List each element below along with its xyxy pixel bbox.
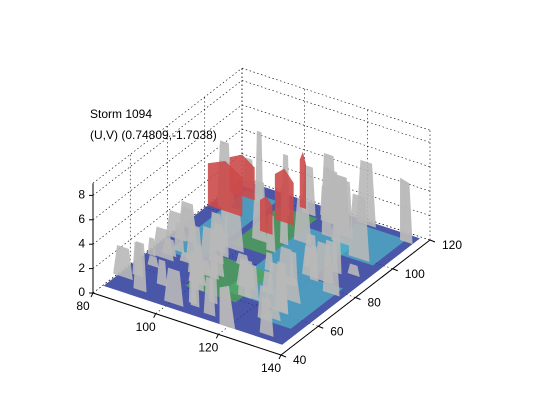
grid-line <box>92 80 243 196</box>
gray-peak <box>236 258 256 292</box>
z-tick-label: 6 <box>78 212 85 226</box>
gray-peak <box>188 250 197 305</box>
storm-surface <box>103 130 421 345</box>
z-tick-label: 8 <box>78 188 85 202</box>
gray-peak <box>179 206 197 231</box>
x-tick-label: 140 <box>261 361 281 375</box>
z-tick-label: 4 <box>78 236 85 250</box>
gray-peak <box>208 257 218 305</box>
gray-peak <box>259 296 274 337</box>
gray-peak <box>164 267 184 307</box>
x-tick <box>278 354 282 360</box>
chart-subtitle: (U,V) (0.74809,-1.7038) <box>90 128 217 142</box>
gray-peak <box>302 245 319 279</box>
gray-peak <box>320 152 337 226</box>
x-tick <box>215 334 219 339</box>
gray-peak <box>113 245 133 281</box>
y-tick <box>392 268 398 272</box>
gray-peak <box>219 285 236 330</box>
gray-peak <box>313 241 334 285</box>
grid-line <box>92 104 243 221</box>
gray-peak <box>179 251 193 265</box>
base-patch <box>259 278 343 329</box>
gray-peak <box>400 177 413 245</box>
gray-peak <box>277 246 295 287</box>
y-tick-label: 40 <box>293 353 307 367</box>
grid-line <box>241 80 431 143</box>
z-tick-label: 0 <box>78 285 85 299</box>
y-tick-label: 80 <box>368 296 382 310</box>
red-cell <box>299 151 307 209</box>
y-tick <box>280 354 287 358</box>
x-tick-label: 120 <box>198 341 218 355</box>
y-tick <box>355 297 361 300</box>
grid-line <box>241 177 431 241</box>
gray-peak <box>147 255 159 268</box>
x-tick <box>90 292 94 298</box>
grid-line <box>241 153 431 216</box>
grid-line <box>241 128 431 192</box>
y-tick-label: 60 <box>330 324 344 338</box>
y-tick-label: 100 <box>405 267 425 281</box>
chart-title: Storm 1094 <box>90 107 153 121</box>
gray-peak <box>156 259 168 287</box>
grid-line <box>92 128 243 245</box>
gray-peak <box>235 252 250 268</box>
y-tick-label: 120 <box>442 238 462 252</box>
gray-peak <box>283 275 301 305</box>
x-tick-label: 100 <box>136 320 156 334</box>
grid-line <box>241 104 431 168</box>
gray-peak <box>219 203 229 258</box>
gray-peak <box>356 159 376 228</box>
x-tick-label: 80 <box>76 299 90 313</box>
red-cell <box>274 168 294 226</box>
gray-peak <box>347 263 360 278</box>
gray-peak <box>133 241 147 293</box>
x-axis-line <box>92 292 282 356</box>
gray-peak <box>152 226 174 262</box>
y-tick <box>429 239 436 243</box>
gray-peak <box>264 251 274 273</box>
red-cell <box>259 196 273 235</box>
grid-line <box>241 67 431 131</box>
red-cell <box>229 154 255 201</box>
x-tick <box>153 313 157 318</box>
y-tick <box>318 325 324 329</box>
z-tick-label: 2 <box>78 261 85 275</box>
axis-ticks: 0 2 4 6 8 80 100 120 140 40 60 80 100 120 <box>76 188 462 376</box>
grid-line <box>92 67 243 184</box>
